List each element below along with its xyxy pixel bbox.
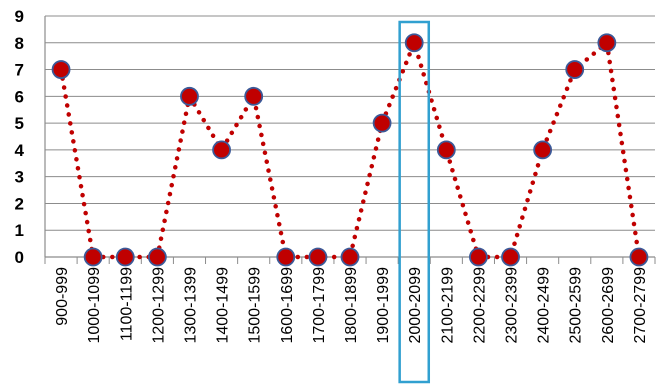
x-tick-label: 2100-2199: [439, 267, 456, 344]
x-tick-label: 1100-1199: [118, 267, 135, 341]
y-tick-label: 8: [15, 34, 24, 53]
y-tick-label: 9: [15, 7, 24, 26]
highlight-group: [398, 20, 431, 384]
x-tick-label: 1200-1299: [150, 267, 167, 344]
data-point: [147, 247, 167, 267]
x-tick-label: 1000-1099: [86, 267, 103, 344]
data-point: [404, 33, 424, 53]
series-markers: [51, 33, 649, 267]
x-tick-label: 900-999: [54, 267, 71, 326]
data-point: [115, 247, 135, 267]
data-point: [533, 140, 553, 160]
data-point: [180, 86, 199, 106]
data-point: [372, 113, 392, 133]
y-tick-label: 5: [15, 114, 24, 133]
data-point: [340, 247, 360, 267]
x-tick-label: 2300-2399: [504, 267, 521, 344]
data-point: [308, 247, 328, 267]
data-point: [469, 247, 488, 267]
x-tick-label: 2400-2499: [536, 267, 553, 344]
x-tick-label: 2500-2599: [568, 267, 585, 344]
x-tick-label: 1800-1899: [343, 267, 360, 344]
data-point: [276, 247, 296, 267]
x-tick-label: 2000-2099: [407, 267, 424, 344]
x-tick-label: 1400-1499: [215, 267, 232, 344]
data-point: [597, 33, 617, 53]
x-tick-label: 2700-2799: [632, 267, 649, 344]
x-tick-label: 2600-2699: [600, 267, 617, 344]
x-tick-label: 1300-1399: [182, 267, 199, 344]
x-tick-label: 1500-1599: [247, 267, 264, 344]
data-point: [244, 86, 264, 106]
y-axis-ticks: 0 1 2 3 4 5 6 7 8 9: [15, 7, 25, 267]
x-tick-label: 1900-1999: [375, 267, 392, 344]
y-tick-label: 2: [15, 194, 24, 213]
data-point: [51, 60, 71, 79]
highlight-box: [398, 20, 431, 384]
data-point: [83, 247, 103, 267]
y-tick-label: 0: [15, 248, 24, 267]
data-point: [629, 247, 649, 267]
x-axis-ticks: 900-999 1000-1099 1100-1199 1200-1299 1300-1…: [54, 267, 649, 344]
x-tick-label: 1600-1699: [279, 267, 296, 344]
y-tick-label: 1: [15, 221, 24, 240]
x-tick-label: 1700-1799: [311, 267, 328, 344]
x-tick-label: 2200-2299: [471, 267, 488, 344]
data-point: [212, 140, 231, 160]
y-tick-label: 3: [15, 168, 24, 187]
gridlines: [44, 15, 656, 264]
y-tick-label: 7: [15, 61, 24, 80]
data-point: [436, 140, 456, 160]
y-tick-label: 6: [15, 87, 24, 106]
data-point: [501, 247, 520, 267]
data-point: [565, 60, 585, 79]
y-tick-label: 4: [15, 141, 25, 160]
